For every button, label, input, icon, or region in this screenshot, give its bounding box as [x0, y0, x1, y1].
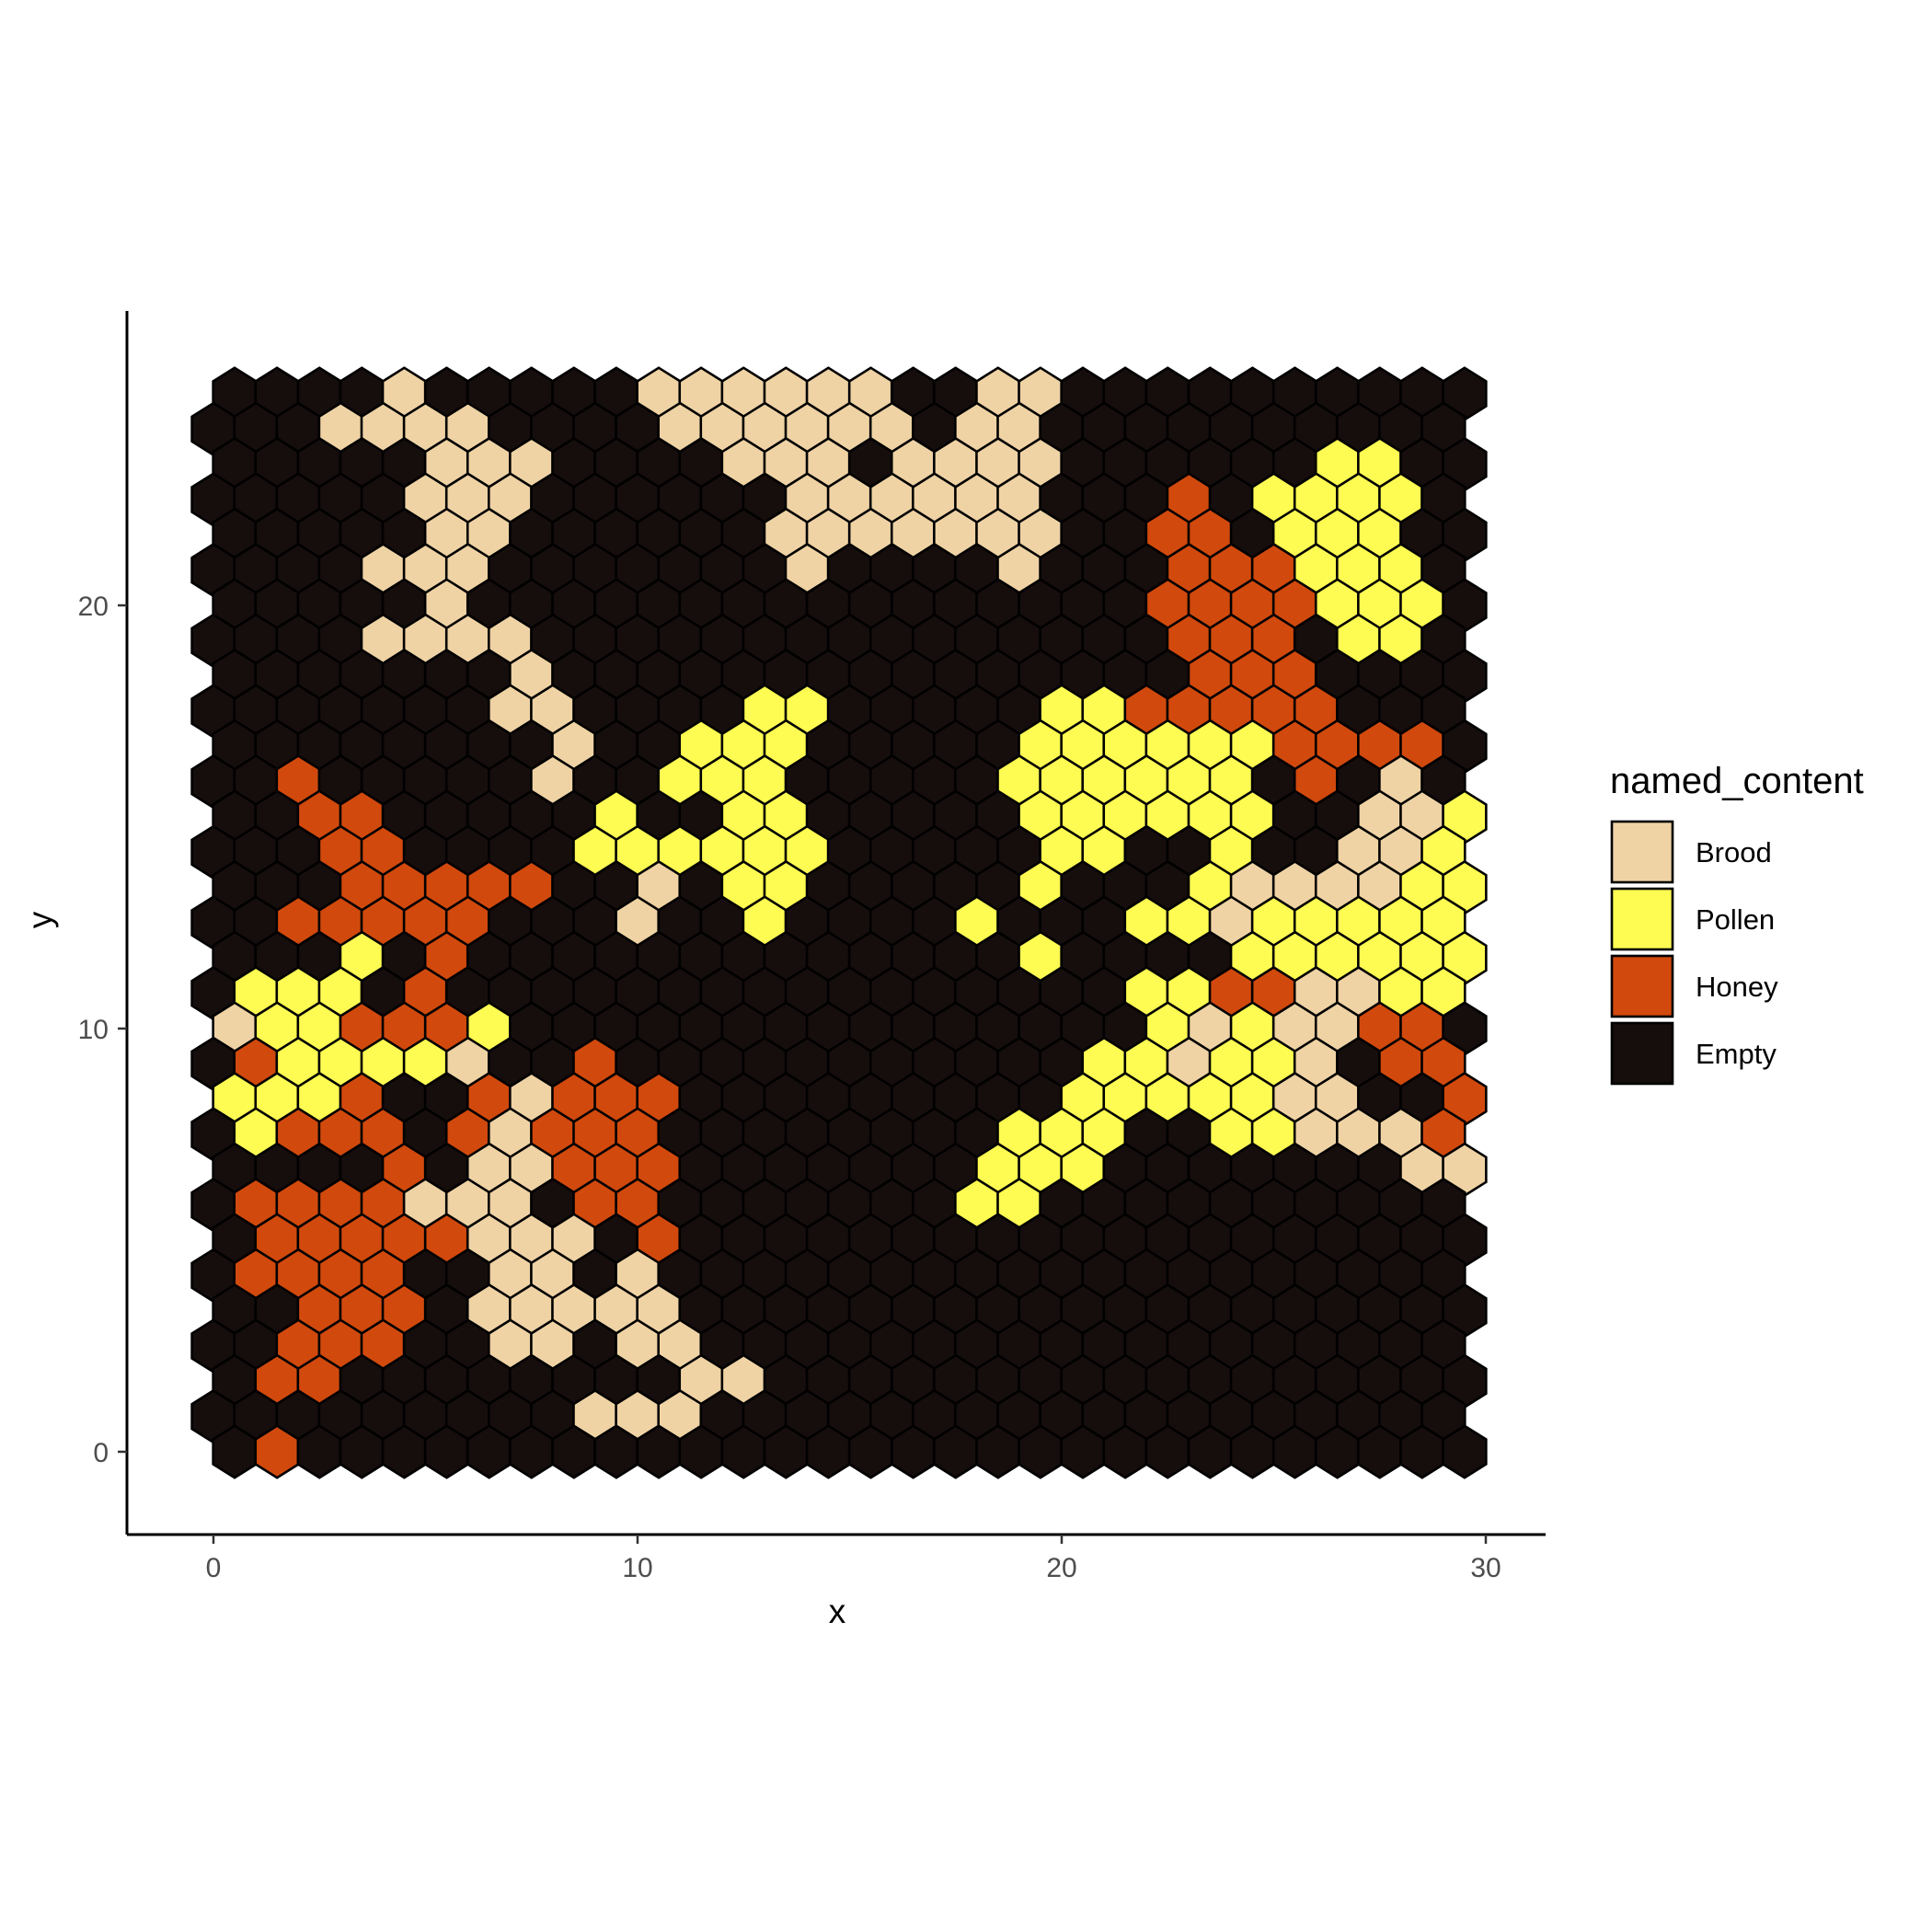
legend-title: named_content — [1610, 761, 1864, 801]
y-tick-label: 20 — [78, 592, 109, 622]
x-tick-label: 30 — [1470, 1553, 1501, 1583]
legend-swatch — [1610, 820, 1674, 884]
y-tick-label: 10 — [78, 1015, 109, 1045]
x-tick-label: 0 — [206, 1553, 222, 1583]
x-axis-title: x — [829, 1593, 846, 1630]
legend: named_content Brood Pollen Honey Empty — [1610, 761, 1864, 1086]
y-tick-label: 0 — [93, 1438, 109, 1468]
y-axis-ticks: 0 10 20 — [78, 592, 127, 1468]
legend-swatch — [1610, 954, 1674, 1018]
legend-label: Brood — [1696, 836, 1772, 868]
legend-swatch — [1610, 1021, 1674, 1086]
x-tick-label: 20 — [1046, 1553, 1076, 1583]
legend-label: Empty — [1696, 1038, 1777, 1070]
hex-cells — [190, 366, 1488, 1479]
legend-label: Honey — [1696, 971, 1778, 1003]
y-axis-title: y — [21, 911, 59, 928]
hex-cell — [1442, 1424, 1488, 1479]
legend-swatch — [1610, 887, 1674, 951]
x-tick-label: 10 — [622, 1553, 652, 1583]
x-axis-ticks: 0 10 20 30 — [206, 1535, 1501, 1583]
legend-label: Pollen — [1696, 903, 1775, 936]
